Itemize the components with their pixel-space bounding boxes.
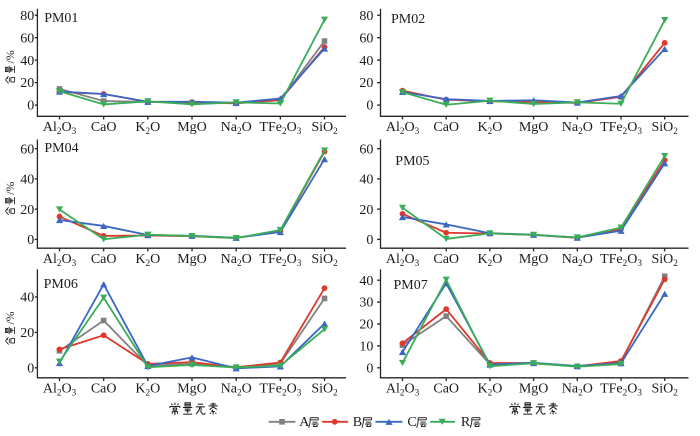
svg-text:Al2​O3​: Al2​O3​ [386,382,420,398]
svg-text:K2​O: K2​O [135,252,160,268]
svg-text:C: C [407,415,416,430]
svg-text:20: 20 [20,326,34,341]
svg-text:20: 20 [20,76,34,91]
svg-text:/%: /% [3,181,17,194]
svg-text:MgO: MgO [177,120,207,135]
svg-text:CaO: CaO [433,120,459,135]
svg-text:TFe2​O3​: TFe2​O3​ [259,382,301,398]
svg-text:40: 40 [20,54,34,69]
svg-text:20: 20 [20,203,34,218]
svg-text:CaO: CaO [433,382,459,397]
svg-text:SiO2​: SiO2​ [311,382,338,398]
svg-text:Na2​O: Na2​O [562,382,593,398]
svg-text:K2​O: K2​O [477,252,502,268]
svg-text:Na2​O: Na2​O [221,382,252,398]
svg-text:80: 80 [20,9,34,24]
svg-text:60: 60 [20,31,34,46]
svg-text:MgO: MgO [519,252,549,267]
svg-text:Al2​O3​: Al2​O3​ [386,120,420,136]
svg-text:TFe2​O3​: TFe2​O3​ [259,120,301,136]
svg-text:0: 0 [27,233,34,248]
svg-text:/%: /% [3,50,17,63]
svg-text:40: 40 [20,173,34,188]
svg-text:K2​O: K2​O [477,382,502,398]
svg-text:Na2​O: Na2​O [562,252,593,268]
svg-text:PM04: PM04 [44,141,78,156]
svg-text:40: 40 [359,274,373,289]
svg-text:Al2​O3​: Al2​O3​ [386,252,420,268]
svg-text:0: 0 [27,99,34,114]
svg-text:TFe2​O3​: TFe2​O3​ [600,252,642,268]
svg-text:40: 40 [20,291,34,306]
svg-text:TFe2​O3​: TFe2​O3​ [600,120,642,136]
svg-text:CaO: CaO [91,252,117,267]
svg-text:Al2​O3​: Al2​O3​ [43,382,77,398]
svg-text:MgO: MgO [177,382,207,397]
svg-text:Al2​O3​: Al2​O3​ [43,120,77,136]
svg-text:Na2​O: Na2​O [221,252,252,268]
svg-text:PM02: PM02 [391,12,425,27]
svg-text:60: 60 [20,142,34,157]
svg-text:20: 20 [359,203,373,218]
svg-text:0: 0 [366,99,373,114]
svg-text:0: 0 [27,361,34,376]
svg-text:CaO: CaO [91,120,117,135]
svg-text:80: 80 [359,9,373,24]
svg-text:60: 60 [359,31,373,46]
svg-text:/%: /% [3,311,17,324]
svg-text:0: 0 [366,361,373,376]
svg-text:R: R [461,415,471,430]
svg-text:40: 40 [359,173,373,188]
svg-text:A: A [299,415,310,430]
svg-text:K2​O: K2​O [135,120,160,136]
svg-text:SiO2​: SiO2​ [652,120,679,136]
svg-text:PM01: PM01 [44,11,78,26]
svg-text:40: 40 [359,54,373,69]
svg-text:SiO2​: SiO2​ [311,120,338,136]
svg-text:Al2​O3​: Al2​O3​ [43,252,77,268]
svg-text:PM05: PM05 [395,154,429,169]
svg-text:CaO: CaO [433,252,459,267]
svg-text:PM06: PM06 [44,277,78,292]
svg-text:20: 20 [359,318,373,333]
svg-text:CaO: CaO [91,382,117,397]
svg-text:TFe2​O3​: TFe2​O3​ [600,382,642,398]
svg-text:MgO: MgO [519,120,549,135]
svg-text:30: 30 [359,296,373,311]
svg-text:60: 60 [359,142,373,157]
svg-text:K2​O: K2​O [135,382,160,398]
svg-text:SiO2​: SiO2​ [311,252,338,268]
svg-text:SiO2​: SiO2​ [652,252,679,268]
svg-text:TFe2​O3​: TFe2​O3​ [259,252,301,268]
svg-text:B: B [353,415,362,430]
svg-text:20: 20 [359,76,373,91]
svg-text:0: 0 [366,233,373,248]
svg-text:K2​O: K2​O [477,120,502,136]
svg-text:Na2​O: Na2​O [221,120,252,136]
svg-text:MgO: MgO [519,382,549,397]
svg-text:SiO2​: SiO2​ [652,382,679,398]
svg-text:Na2​O: Na2​O [562,120,593,136]
svg-text:10: 10 [359,340,373,355]
svg-text:MgO: MgO [177,252,207,267]
svg-text:PM07: PM07 [394,278,428,293]
